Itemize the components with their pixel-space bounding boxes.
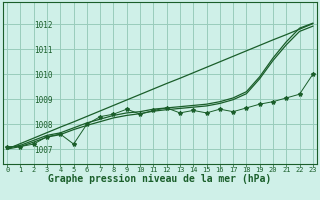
X-axis label: Graphe pression niveau de la mer (hPa): Graphe pression niveau de la mer (hPa) [48,174,272,184]
